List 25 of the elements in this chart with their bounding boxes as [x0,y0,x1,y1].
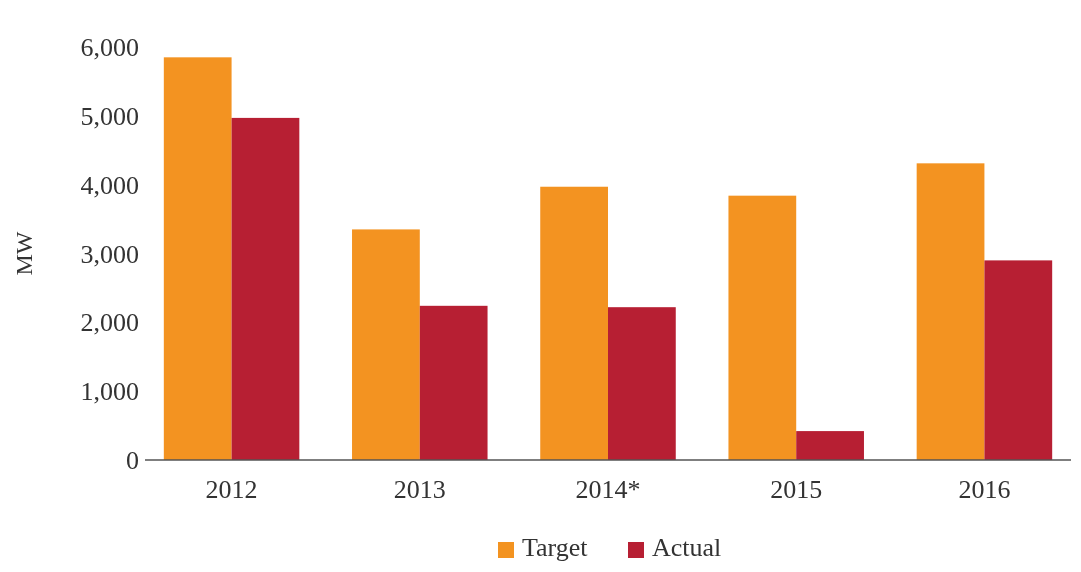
bar [163,57,232,460]
bar [419,305,488,460]
y-tick-label: 5,000 [80,101,139,131]
x-tick-label: 2013 [393,475,446,504]
y-tick-label: 2,000 [80,308,139,338]
bar [796,431,864,460]
legend-label: Target [522,533,589,562]
y-tick-label: 6,000 [80,33,139,63]
bar [916,163,985,460]
y-tick-label: 1,000 [80,377,139,407]
y-tick-label: 3,000 [80,239,139,269]
bar [540,186,608,460]
x-tick-label: 2014* [575,475,641,504]
x-tick-label: 2012 [205,475,258,504]
bar [984,260,1053,460]
bar [728,195,797,460]
x-tick-label: 2015 [770,475,823,504]
y-tick-label: 0 [126,446,139,476]
legend-label: Actual [652,533,722,562]
x-tick-label: 2016 [958,475,1011,504]
bar [231,117,300,460]
y-tick-label: 4,000 [80,170,139,200]
bar [352,229,420,460]
y-axis-title: MW [11,231,37,276]
bar [608,307,676,460]
